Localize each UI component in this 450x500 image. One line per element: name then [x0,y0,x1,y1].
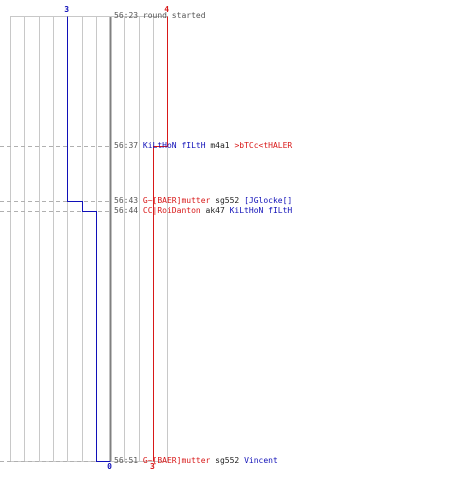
player-name: KiLtHoN fILtH [229,206,293,215]
player-name: G~[BAER]mutter [142,456,211,465]
team-b-end-count: 3 [150,462,155,471]
weapon-name: ak47 [200,206,230,215]
event-time: 56:37 [114,141,143,150]
team-a-alive-line [67,16,111,462]
player-name: CC|RoiDanton [142,206,201,215]
event-time: 56:23 [114,11,143,20]
team-a-end-count: 0 [107,462,112,471]
player-name: [JGlocke[] [244,196,293,205]
event-time: 56:51 [114,456,143,465]
team-b-start-count: 4 [164,5,170,14]
team-a-start-count: 3 [64,5,70,14]
event-text: round started [142,11,206,20]
event-row: 56:51 G~[BAER]mutter sg552 Vincent [114,456,278,466]
event-row: 56:43 G~[BAER]mutter sg552 [JGlocke[] [114,196,292,206]
weapon-name: sg552 [210,456,245,465]
event-time: 56:43 [114,196,143,205]
event-row: 56:37 KiLtHoN fILtH m4a1 >bTCc<tHALER [114,141,292,151]
weapon-name: m4a1 [205,141,235,150]
player-name: G~[BAER]mutter [142,196,211,205]
event-time: 56:44 [114,206,143,215]
player-name: >bTCc<tHALER [234,141,293,150]
weapon-name: sg552 [210,196,245,205]
player-name: Vincent [244,456,278,465]
event-guide-lines [0,146,112,462]
event-row: 56:44 CC|RoiDanton ak47 KiLtHoN fILtH [114,206,292,216]
team-b-alive-line [153,16,168,462]
grid-lines [10,16,168,462]
event-row: 56:23 round started [114,11,206,21]
player-name: KiLtHoN fILtH [142,141,206,150]
